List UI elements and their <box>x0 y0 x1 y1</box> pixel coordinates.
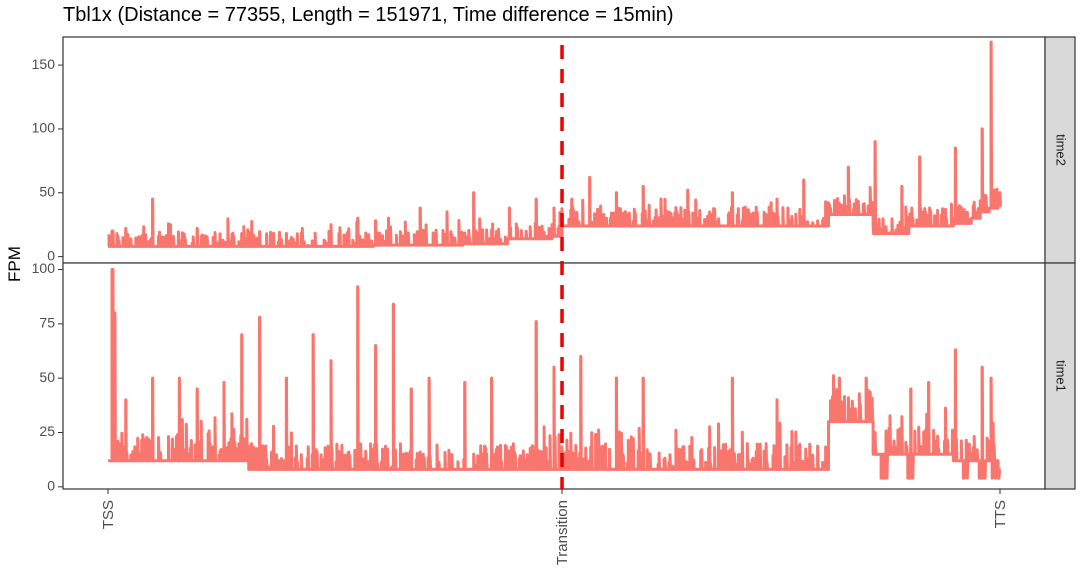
y-tick-label: 0 <box>47 247 55 263</box>
strip-label: time2 <box>1054 134 1069 166</box>
x-tick-label: TTS <box>992 500 1009 528</box>
y-tick-label: 50 <box>39 183 55 199</box>
y-tick-label: 0 <box>47 478 55 494</box>
x-tick-label: Transition <box>554 500 571 565</box>
y-tick-label: 100 <box>32 260 56 276</box>
y-tick-label: 50 <box>39 369 55 385</box>
strip-background <box>1044 262 1076 490</box>
y-tick-label: 25 <box>39 423 55 439</box>
y-axis-label: FPM <box>5 246 24 282</box>
panel-time1: time1 0 25 50 75 100 <box>32 260 1076 494</box>
strip-label: time1 <box>1054 360 1069 392</box>
y-tick-label: 150 <box>32 56 56 72</box>
x-tick-label: TSS <box>100 500 117 529</box>
series-line-time2 <box>107 40 1002 248</box>
y-tick-label: 75 <box>39 315 55 331</box>
panels-layer: time2 0 50 100 150 time1 0 25 50 75 100 <box>32 36 1076 494</box>
panel-time2: time2 0 50 100 150 <box>32 36 1076 264</box>
chart-title: Tbl1x (Distance = 77355, Length = 151971… <box>63 4 674 26</box>
x-axis: TSS Transition TTS <box>100 489 1009 565</box>
y-tick-label: 100 <box>32 120 56 136</box>
